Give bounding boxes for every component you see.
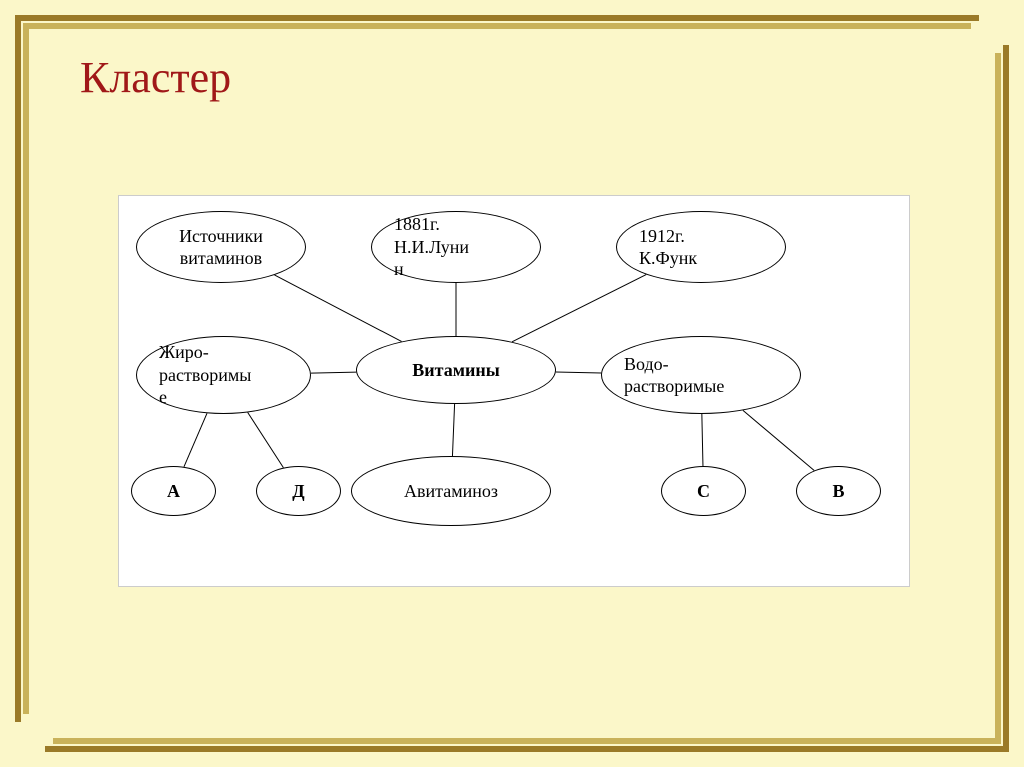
- node-fat: Жиро-растворимые: [136, 336, 311, 414]
- node-text: С: [697, 480, 710, 503]
- node-text: Авитаминоз: [404, 480, 498, 503]
- slide: Кластер Источникивитаминов 1881г.Н.И.Лун…: [0, 0, 1024, 767]
- node-water: Водо-растворимые: [601, 336, 801, 414]
- node-D: Д: [256, 466, 341, 516]
- diagram-area: Источникивитаминов 1881г.Н.И.Лунин 1912г.…: [118, 195, 910, 587]
- node-text: 1912г.: [639, 225, 697, 248]
- node-B: В: [796, 466, 881, 516]
- node-text: витаминов: [179, 247, 263, 270]
- page-title: Кластер: [80, 52, 231, 103]
- node-text: Н.И.Луни: [394, 236, 469, 259]
- node-sources: Источникивитаминов: [136, 211, 306, 283]
- node-text: К.Функ: [639, 247, 697, 270]
- node-text: н: [394, 258, 469, 281]
- node-text: растворимые: [624, 375, 724, 398]
- node-avit: Авитаминоз: [351, 456, 551, 526]
- node-text: Жиро-: [159, 341, 251, 364]
- node-text: В: [832, 480, 844, 503]
- node-text: Водо-: [624, 353, 724, 376]
- node-text: Д: [292, 480, 304, 503]
- node-text: Источники: [179, 225, 263, 248]
- node-A: А: [131, 466, 216, 516]
- node-funk: 1912г.К.Функ: [616, 211, 786, 283]
- node-lunin: 1881г.Н.И.Лунин: [371, 211, 541, 283]
- node-text: е: [159, 386, 251, 409]
- node-center: Витамины: [356, 336, 556, 404]
- node-text: растворимы: [159, 364, 251, 387]
- node-text: А: [167, 480, 180, 503]
- node-text: Витамины: [412, 359, 500, 382]
- node-text: 1881г.: [394, 213, 469, 236]
- node-C: С: [661, 466, 746, 516]
